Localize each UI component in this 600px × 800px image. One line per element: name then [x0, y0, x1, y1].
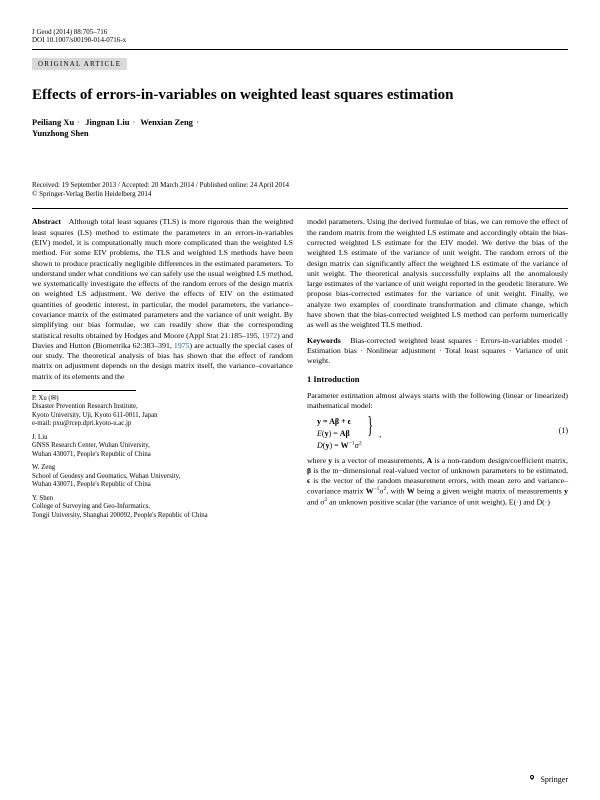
intro-p2-f: , with [386, 487, 406, 496]
citation-link-1975[interactable]: 1975 [174, 341, 190, 350]
springer-icon [527, 774, 537, 784]
intro-p2-b: is a vector of measurements, [332, 456, 426, 465]
affil-2-name: J. Liu [32, 434, 293, 442]
affiliation-4: Y. Shen College of Surveying and Geo-Inf… [32, 495, 293, 520]
affil-1-line-2: Kyoto University, Uji, Kyoto 611-0011, J… [32, 412, 158, 419]
article-dates: Received: 19 September 2013 / Accepted: … [32, 181, 568, 189]
copyright: © Springer-Verlag Berlin Heidelberg 2014 [32, 190, 568, 198]
keywords-body: Bias-corrected weighted least squares · … [307, 336, 568, 366]
content-columns: Abstract Although total least squares (T… [32, 217, 568, 525]
intro-para-2: where y is a vector of measurements, A i… [307, 456, 568, 509]
affil-2-line-2: Wuhan 430071, People's Republic of China [32, 451, 151, 458]
affiliation-3: W. Zeng School of Geodesy and Geomatics,… [32, 464, 293, 489]
affil-3-line-1: School of Geodesy and Geomatics, Wuhan U… [32, 473, 180, 480]
citation-link-1972[interactable]: 1972 [262, 331, 278, 340]
affil-1-line-1: Disaster Prevention Research Institute, [32, 403, 138, 410]
abstract-rule [32, 208, 568, 209]
affil-1-email: e-mail: pxu@rcep.dpri.kyoto-u.ac.jp [32, 420, 131, 427]
author-3: Wenxian Zeng [140, 117, 193, 127]
affil-3-line-2: Wuhan 430071, People's Republic of China [32, 481, 151, 488]
publisher-name: Springer [540, 775, 568, 784]
abstract-continuation: model parameters. Using the derived form… [307, 217, 568, 330]
intro-p2-i: an unknown positive scalar (the variance… [327, 498, 550, 507]
doi: DOI 10.1007/s00190-014-0716-x [32, 36, 568, 44]
intro-p2-h: and σ [307, 498, 324, 507]
eq-comma: , [379, 416, 381, 441]
author-1: Peiliang Xu [32, 117, 74, 127]
intro-p2-a: where [307, 456, 328, 465]
affiliation-2: J. Liu GNSS Research Center, Wuhan Unive… [32, 434, 293, 459]
article-type-badge: ORIGINAL ARTICLE [32, 58, 127, 70]
affil-1-name: P. Xu (✉) [32, 395, 293, 403]
right-brace: } [366, 416, 375, 438]
header-rule [32, 49, 568, 50]
intro-p2-d: is the m−dimensional real-valued vector … [311, 466, 568, 475]
abstract-label: Abstract [32, 217, 61, 226]
article-title: Effects of errors-in-variables on weight… [32, 86, 568, 105]
left-column: Abstract Although total least squares (T… [32, 217, 293, 525]
eq-line-3: D(y) = W−1σ2 [317, 441, 362, 450]
eq-line-1: y = Aβ + ϵ [317, 417, 351, 426]
section-1-heading: 1 Introduction [307, 374, 568, 385]
equation-number: (1) [559, 416, 568, 437]
eq-line-2-e: E(y) = Aβ [317, 429, 350, 438]
journal-ref: J Geod (2014) 88:705–716 [32, 28, 568, 36]
right-column: model parameters. Using the derived form… [307, 217, 568, 525]
keywords-para: Keywords Bias-corrected weighted least s… [307, 336, 568, 367]
intro-para-1: Parameter estimation almost always start… [307, 391, 568, 412]
publisher-footer: Springer [527, 774, 568, 784]
affil-4-line-2: Tongji University, Shanghai 200092, Peop… [32, 512, 208, 519]
author-list: Peiliang Xu· Jingnan Liu· Wenxian Zeng· … [32, 117, 568, 140]
affil-2-line-1: GNSS Research Center, Wuhan University, [32, 442, 150, 449]
author-2: Jingnan Liu [85, 117, 129, 127]
affiliation-1: P. Xu (✉) Disaster Prevention Research I… [32, 395, 293, 429]
intro-p2-c: is a non-random design/coefficient matri… [432, 456, 568, 465]
equation-1: y = Aβ + ϵ E(y) = Aβ D(y) = W−1σ2 } , (1… [317, 416, 568, 451]
intro-p2-g: being a given weight matrix of measureme… [415, 487, 564, 496]
affiliation-rule [32, 390, 136, 391]
abstract-body-1: Although total least squares (TLS) is mo… [32, 217, 293, 339]
affil-4-name: Y. Shen [32, 495, 293, 503]
author-4: Yunzhong Shen [32, 128, 89, 138]
keywords-label: Keywords [307, 336, 341, 345]
abstract-para: Abstract Although total least squares (T… [32, 217, 293, 382]
affil-3-name: W. Zeng [32, 464, 293, 472]
affil-4-line-1: College of Surveying and Geo-Informatics… [32, 503, 150, 510]
